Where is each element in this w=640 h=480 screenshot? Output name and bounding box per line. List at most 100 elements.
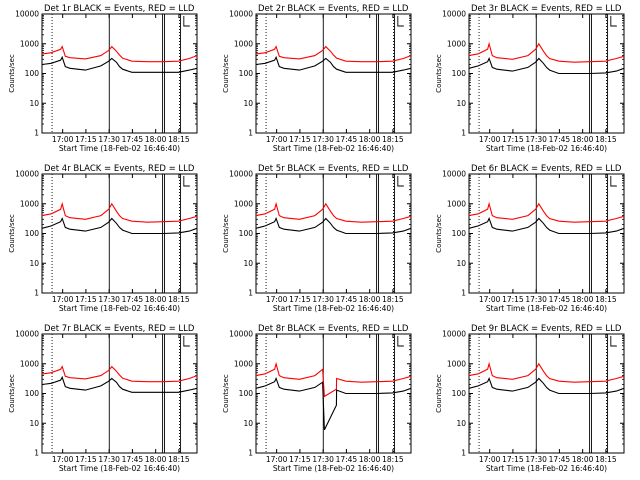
y-tick-label: 100 [452,69,467,78]
x-axis-label: Start Time (18-Feb-02 16:46:40) [273,144,394,153]
y-tick-label: 1000 [234,199,253,208]
y-tick-label: 100 [25,389,40,398]
x-tick-label: 17:15 [75,295,97,304]
y-axis-label: Counts/sec [435,214,443,253]
y-tick-label: 10000 [229,170,253,179]
x-tick-label: 18:15 [595,455,617,464]
lld-series-line [41,45,198,63]
x-tick-label: 18:00 [145,135,167,144]
marker-bracket [183,336,190,347]
x-tick-label: 17:30 [98,455,120,464]
x-tick-label: 17:45 [122,135,144,144]
y-tick-label: 100 [25,229,40,238]
lld-series-line [255,201,412,223]
y-tick-label: 10 [29,259,39,268]
panel-title: Det 8r BLACK = Events, RED = LLD [258,324,409,334]
x-tick-label: 17:15 [289,455,311,464]
lld-series-line [468,41,625,63]
x-tick-label: 17:00 [266,455,288,464]
y-axis-label: Counts/sec [8,374,16,413]
marker-bracket [610,176,617,187]
lld-series-line [468,201,625,223]
panel-1: Det 1r BLACK = Events, RED = LLD 1 10 100 10… [8,4,198,153]
panel-8: Det 8r BLACK = Events, RED = LLD 1 10 100 10… [222,324,412,473]
y-tick-label: 1000 [447,359,466,368]
y-tick-label: 10 [456,99,466,108]
y-tick-label: 10 [243,419,253,428]
x-axis-label: Start Time (18-Feb-02 16:46:40) [486,464,607,473]
lld-series-line [41,365,198,383]
panel-title: Det 2r BLACK = Events, RED = LLD [258,4,409,14]
y-tick-label: 100 [239,389,254,398]
x-tick-label: 18:15 [382,135,404,144]
events-series-line [255,55,412,73]
y-axis-label: Counts/sec [435,374,443,413]
panel-title: Det 6r BLACK = Events, RED = LLD [471,164,622,174]
x-tick-label: 17:15 [289,295,311,304]
x-tick-label: 18:15 [595,295,617,304]
x-tick-label: 17:15 [502,135,524,144]
y-tick-label: 10 [29,99,39,108]
y-tick-label: 10 [243,99,253,108]
y-axis-label: Counts/sec [8,214,16,253]
panel-9: Det 9r BLACK = Events, RED = LLD 1 10 100 10… [435,324,625,473]
lld-series-line [41,201,198,223]
events-series-line [255,377,412,431]
y-tick-label: 10 [243,259,253,268]
lld-series-line [468,361,625,383]
x-tick-label: 17:00 [479,295,501,304]
y-axis-label: Counts/sec [222,54,230,93]
x-tick-label: 17:30 [525,455,547,464]
x-tick-label: 18:15 [382,295,404,304]
x-tick-label: 17:00 [52,455,74,464]
x-tick-label: 17:15 [75,455,97,464]
y-tick-label: 10 [456,259,466,268]
y-tick-label: 100 [452,229,467,238]
x-tick-label: 17:00 [52,295,74,304]
panel-4: Det 4r BLACK = Events, RED = LLD 1 10 100 10… [8,164,198,313]
events-series-line [41,217,198,235]
lld-series-line [255,361,412,398]
x-axis-label: Start Time (18-Feb-02 16:46:40) [59,144,180,153]
panel-title: Det 9r BLACK = Events, RED = LLD [471,324,622,334]
events-series-line [255,217,412,235]
x-tick-label: 18:00 [572,295,594,304]
y-tick-label: 1 [461,289,466,298]
x-axis-label: Start Time (18-Feb-02 16:46:40) [59,304,180,313]
y-tick-label: 1 [248,129,253,138]
x-tick-label: 17:45 [549,135,571,144]
x-tick-label: 18:15 [168,455,190,464]
y-tick-label: 1000 [234,359,253,368]
x-tick-label: 18:00 [145,295,167,304]
y-tick-label: 10000 [229,330,253,339]
y-tick-label: 1000 [447,199,466,208]
marker-bracket [610,336,617,347]
x-tick-label: 17:45 [336,295,358,304]
panel-title: Det 4r BLACK = Events, RED = LLD [44,164,195,174]
events-series-line [468,377,625,395]
y-tick-label: 10000 [442,10,466,19]
x-tick-label: 17:45 [122,455,144,464]
panel-2: Det 2r BLACK = Events, RED = LLD 1 10 100 10… [222,4,412,153]
y-tick-label: 100 [25,69,40,78]
x-tick-label: 17:00 [266,135,288,144]
y-tick-label: 10000 [15,10,39,19]
x-tick-label: 18:00 [359,295,381,304]
y-axis-label: Counts/sec [435,54,443,93]
y-tick-label: 1 [34,449,39,458]
events-series-line [41,375,198,393]
y-tick-label: 100 [239,69,254,78]
x-tick-label: 18:00 [359,135,381,144]
y-tick-label: 1 [34,289,39,298]
y-tick-label: 10000 [442,330,466,339]
marker-bracket [397,176,404,187]
y-axis-label: Counts/sec [222,214,230,253]
lld-series-line [255,45,412,63]
marker-bracket [397,336,404,347]
marker-bracket [610,16,617,27]
x-tick-label: 17:15 [75,135,97,144]
x-tick-label: 17:30 [312,295,334,304]
x-axis-label: Start Time (18-Feb-02 16:46:40) [486,144,607,153]
panel-title: Det 3r BLACK = Events, RED = LLD [471,4,622,14]
y-tick-label: 10 [456,419,466,428]
